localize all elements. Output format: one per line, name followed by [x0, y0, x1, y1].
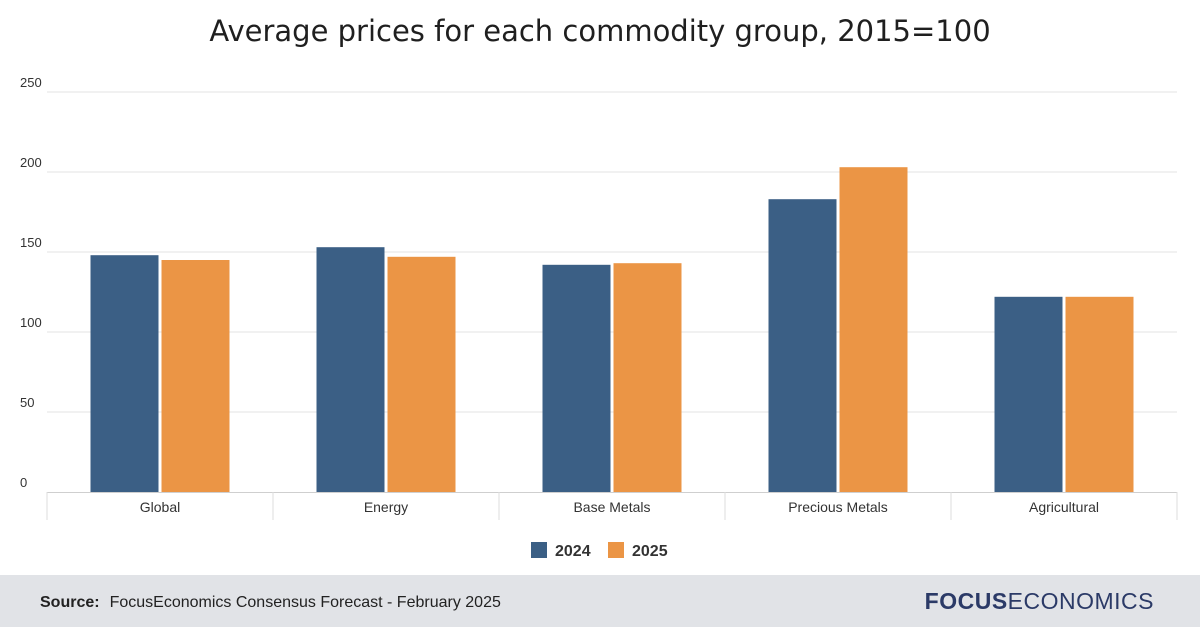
bar-chart: 0 50 100 150 200 250 Global Energy Base Metals P…	[20, 75, 1178, 560]
x-tick-label: Agricultural	[1029, 499, 1099, 515]
bars	[90, 167, 1134, 492]
bar-2024-global	[90, 255, 159, 492]
bar-2024-energy	[316, 247, 385, 492]
bar-2025-agricultural	[1065, 296, 1134, 492]
y-tick-label: 150	[20, 235, 42, 250]
y-tick-label: 0	[20, 475, 27, 490]
focuseconomics-logo: FOCUSECONOMICS	[925, 588, 1154, 615]
footer-bar: Source: FocusEconomics Consensus Forecast…	[0, 575, 1200, 627]
source-text: FocusEconomics Consensus Forecast - Febr…	[109, 594, 501, 611]
legend-label-2024: 2024	[555, 543, 591, 560]
bar-2024-agricultural	[994, 296, 1063, 492]
x-axis: Global Energy Base Metals Precious Metals Ag…	[46, 492, 1178, 520]
bar-2025-energy	[387, 256, 456, 492]
bar-2025-global	[161, 260, 230, 492]
legend-swatch-2025	[608, 542, 624, 558]
source-note: Source: FocusEconomics Consensus Forecast…	[40, 594, 501, 612]
bar-2024-base-metals	[542, 264, 611, 492]
x-tick-label: Energy	[364, 499, 408, 515]
y-tick-label: 200	[20, 155, 42, 170]
y-axis-tick-labels: 0 50 100 150 200 250	[20, 75, 42, 490]
y-tick-label: 50	[20, 395, 34, 410]
bar-2024-precious-metals	[768, 199, 837, 492]
source-label: Source:	[40, 594, 100, 611]
chart-title: Average prices for each commodity group,…	[209, 14, 991, 48]
y-tick-label: 250	[20, 75, 42, 90]
bar-2025-precious-metals	[839, 167, 908, 492]
x-tick-label: Base Metals	[573, 499, 650, 515]
legend: 2024 2025	[531, 542, 668, 560]
y-tick-label: 100	[20, 315, 42, 330]
bar-2025-base-metals	[613, 263, 682, 492]
logo-strong-text: FOCUS	[924, 588, 1008, 614]
legend-swatch-2024	[531, 542, 547, 558]
logo-light-text: ECONOMICS	[1007, 588, 1154, 614]
grid-lines	[47, 91, 1177, 413]
x-tick-label: Global	[140, 499, 180, 515]
legend-label-2025: 2025	[632, 543, 668, 560]
x-tick-label: Precious Metals	[788, 499, 888, 515]
